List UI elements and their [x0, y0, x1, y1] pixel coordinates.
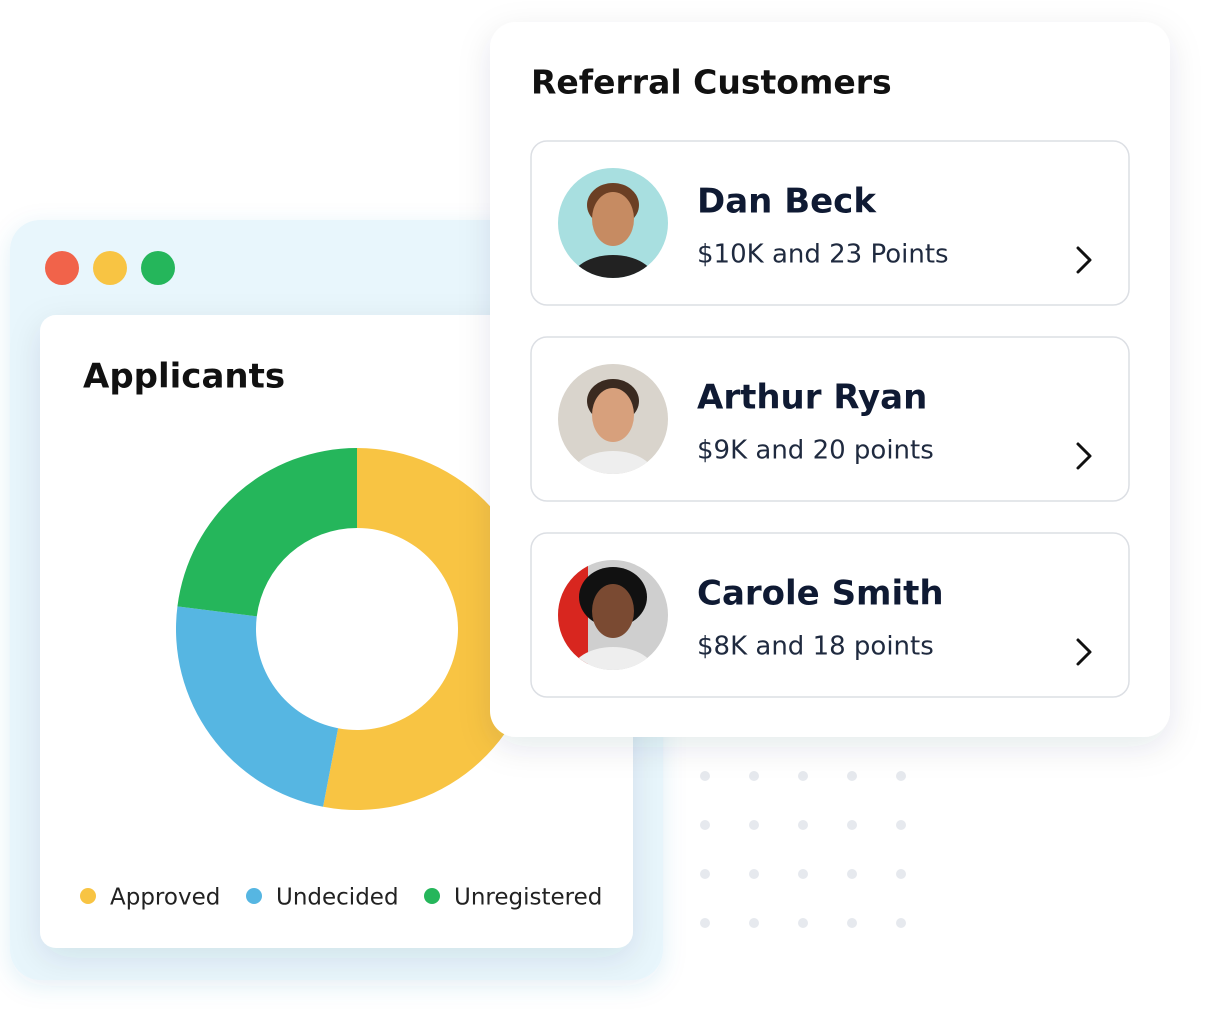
decor-dot [847, 771, 857, 781]
customer-row[interactable] [530, 336, 1130, 502]
decor-dot [749, 820, 759, 830]
legend-label: Undecided [276, 885, 399, 911]
avatar-face [592, 192, 634, 246]
customer-name: Carole Smith [697, 574, 944, 614]
decor-dot [847, 820, 857, 830]
customer-row[interactable] [530, 532, 1130, 698]
decor-dot [700, 820, 710, 830]
legend-marker [424, 888, 440, 904]
decor-dot [798, 869, 808, 879]
decor-dot [896, 820, 906, 830]
applicants-card [40, 315, 633, 948]
avatar [558, 364, 668, 474]
customer-detail: $10K and 23 Points [697, 240, 949, 270]
window-maximize[interactable] [141, 251, 175, 285]
decor-dot [749, 918, 759, 928]
chevron[interactable] [1076, 246, 1092, 274]
decor-dot [798, 918, 808, 928]
donut-segment [323, 448, 538, 810]
legend-marker [80, 888, 96, 904]
customer-name: Dan Beck [697, 182, 877, 222]
decor-dot [847, 918, 857, 928]
donut-segment [177, 448, 357, 617]
avatar [558, 560, 668, 670]
decor-dot [700, 869, 710, 879]
legend: Approved Undecided Unregistered [80, 885, 602, 911]
decor-dot [896, 771, 906, 781]
customer-list: Dan Beck $10K and 23 Points Arthur Ryan $9K… [530, 140, 1130, 699]
decor-dot [798, 820, 808, 830]
customer-item[interactable]: Dan Beck $10K and 23 Points [530, 140, 1130, 307]
decor-dot [749, 771, 759, 781]
customer-detail: $9K and 20 points [697, 436, 934, 466]
decor-dot [798, 771, 808, 781]
avatar-body [571, 647, 655, 670]
dot-grid [700, 771, 906, 928]
customer-item[interactable]: Arthur Ryan $9K and 20 points [530, 336, 1130, 503]
decor-dot [896, 918, 906, 928]
window-minimize[interactable] [93, 251, 127, 285]
legend-marker [246, 888, 262, 904]
avatar-face [592, 388, 634, 442]
decor-dot [896, 869, 906, 879]
legend-label: Unregistered [454, 885, 602, 911]
avatar-body [571, 255, 655, 278]
chevron[interactable] [1076, 638, 1092, 666]
customer-item[interactable]: Carole Smith $8K and 18 points [530, 532, 1130, 699]
decor-dot [847, 869, 857, 879]
window-close[interactable] [45, 251, 79, 285]
avatar-body [571, 451, 655, 474]
decor-dot [700, 918, 710, 928]
legend-label: Approved [110, 885, 220, 911]
chart-title: Applicants [83, 357, 285, 397]
avatar [558, 168, 668, 278]
decor-dot [700, 771, 710, 781]
customer-detail: $8K and 18 points [697, 632, 934, 662]
customer-row[interactable] [530, 140, 1130, 306]
chevron[interactable] [1076, 442, 1092, 470]
decor-dot [749, 869, 759, 879]
customer-name: Arthur Ryan [697, 378, 927, 418]
donut-segment [175, 606, 339, 807]
donut-chart [175, 448, 538, 810]
referral-title: Referral Customers [531, 63, 892, 102]
avatar-face [592, 584, 634, 638]
